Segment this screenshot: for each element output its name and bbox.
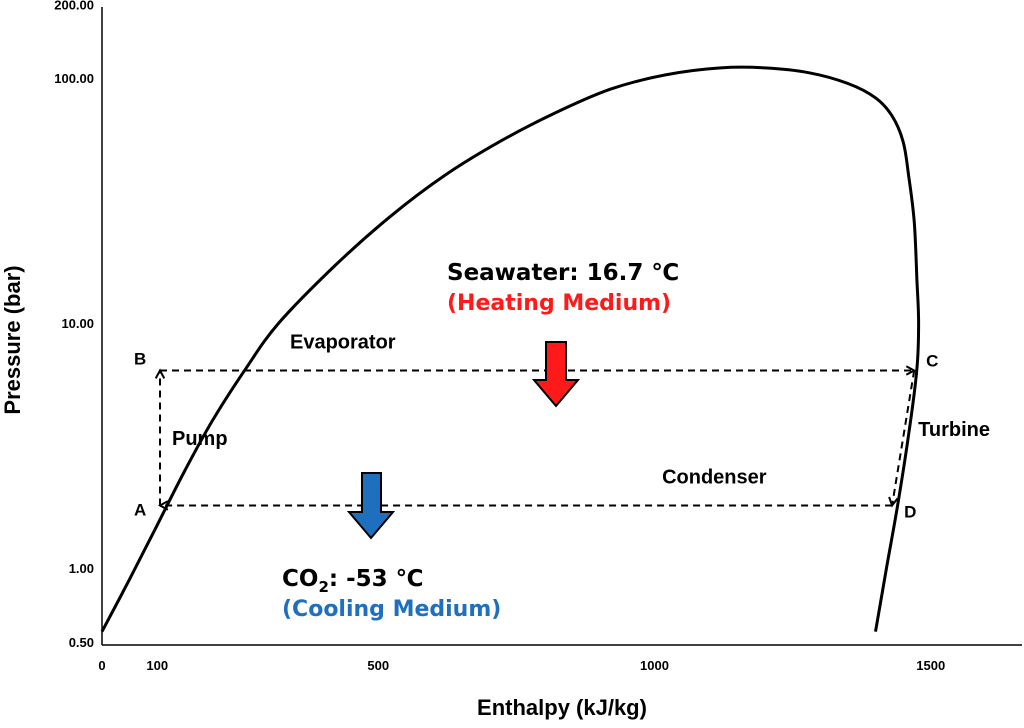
point-label-b: B [134,349,146,368]
y-tick-label: 0.50 [69,635,94,650]
cooling-medium-subscript: 2 [318,578,328,596]
heating-medium-subtitle: (Heating Medium) [447,291,671,316]
process-labels: Pump Evaporator Turbine Condenser [172,331,990,488]
heating-medium-title: Seawater: 16.7 ℃ [447,260,679,286]
cycle-point-labels: A B C D [134,349,938,521]
point-label-a: A [134,500,146,519]
x-tick-label: 500 [367,658,389,673]
process-arrowhead-pump [154,368,166,379]
x-tick-label: 1500 [916,658,945,673]
cooling-down-arrow [346,472,396,540]
heating-down-arrow [531,341,581,408]
axes [101,7,1022,646]
process-line-turbine [891,370,916,506]
process-label-turbine: Turbine [918,419,990,441]
y-tick-label: 200.00 [54,0,94,12]
y-tick-label: 100.00 [54,71,94,86]
x-tick-label: 1000 [640,658,669,673]
process-arrowhead-turbine [888,496,899,508]
cooling-medium-title: CO2: -53 ℃ [282,566,424,596]
cooling-medium-annotation: CO2: -53 ℃ (Cooling Medium) [282,472,501,622]
y-tick-label: 1.00 [69,561,94,576]
tick-labels: 0 100 500 1000 1500 0.50 1.00 10.00 100.00 200.00 [54,0,945,673]
y-axis-title: Pressure (bar) [0,265,25,414]
process-label-condenser: Condenser [662,466,767,488]
heating-medium-annotation: Seawater: 16.7 ℃ (Heating Medium) [447,260,679,408]
point-label-d: D [904,502,916,521]
point-label-c: C [926,351,938,370]
saturation-dome-curve [100,65,921,633]
y-tick-label: 10.00 [61,316,94,331]
cooling-medium-temp: : -53 ℃ [329,566,424,592]
x-tick-label: 100 [146,658,168,673]
cycle-lines [154,365,917,511]
x-tick-label: 0 [98,658,105,673]
cooling-medium-formula: CO [282,566,318,592]
process-label-evaporator: Evaporator [290,331,396,353]
process-arrowhead-condenser [157,500,169,511]
cooling-medium-subtitle: (Cooling Medium) [282,597,501,622]
x-axis-title: Enthalpy (kJ/kg) [477,695,647,720]
process-label-pump: Pump [172,428,228,450]
